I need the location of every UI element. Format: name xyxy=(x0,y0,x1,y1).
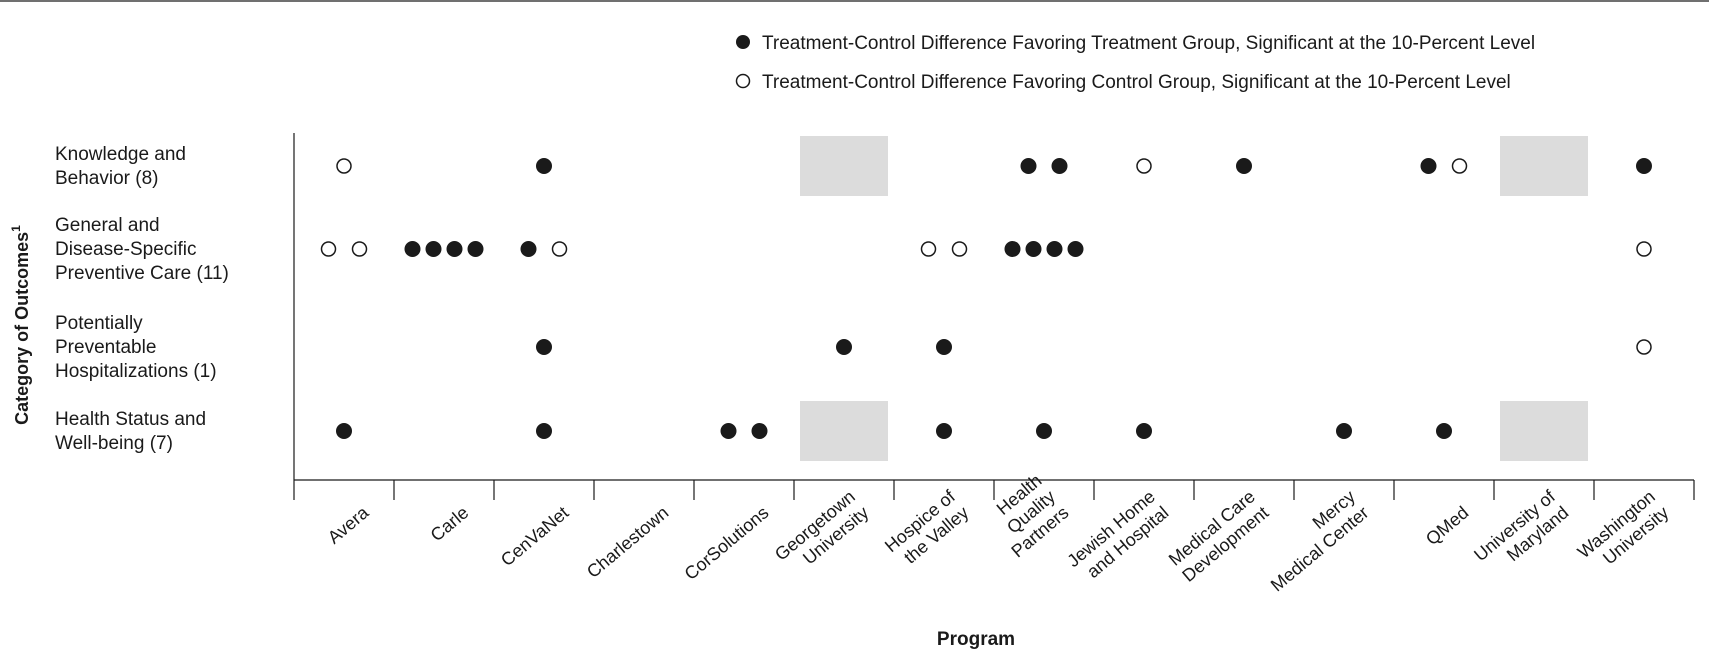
x-tick-label-line: Avera xyxy=(324,502,373,548)
x-tick-label: CenVaNet xyxy=(497,502,572,570)
row-label-line: General and xyxy=(55,215,160,236)
x-tick-label-line: QMed xyxy=(1422,502,1472,549)
marker-filled xyxy=(751,423,768,439)
marker-filled xyxy=(1004,241,1021,257)
x-tick-label-line: Carle xyxy=(427,502,473,545)
not-applicable-boxes xyxy=(800,136,1588,461)
row-label-line: Well-being (7) xyxy=(55,433,173,454)
marker-filled xyxy=(1420,158,1437,174)
markers xyxy=(320,158,1652,439)
axes xyxy=(293,133,1694,481)
row-label-line: Preventive Care (11) xyxy=(55,263,229,284)
x-tick-label: Avera xyxy=(324,502,373,548)
marker-open xyxy=(320,241,337,257)
row-labels: Knowledge and Behavior (8) General and Dise… xyxy=(55,144,229,454)
marker-filled xyxy=(1636,158,1652,174)
marker-filled xyxy=(1136,423,1152,439)
legend-filled-label: Treatment-Control Difference Favoring Tr… xyxy=(762,33,1535,54)
row-label-line: Potentially xyxy=(55,313,143,334)
legend-open-marker xyxy=(735,73,751,89)
marker-open xyxy=(551,241,568,257)
x-tick-labels: Avera Carle CenVaNet Charlestown CorSolution… xyxy=(324,470,1673,595)
marker-filled xyxy=(1436,423,1452,439)
not-applicable-box xyxy=(1500,136,1588,196)
row-label-line: Disease-Specific xyxy=(55,239,197,260)
x-tick-label-line: CenVaNet xyxy=(497,502,572,570)
y-axis-title: Category of Outcomes1 xyxy=(9,225,32,425)
legend-open-label: Treatment-Control Difference Favoring Co… xyxy=(762,72,1511,93)
not-applicable-box xyxy=(1500,401,1588,461)
x-tick-label: Carle xyxy=(427,502,473,545)
y-axis-title-main: Category of Outcomes xyxy=(12,232,32,425)
x-tick-label-line: Charlestown xyxy=(583,502,672,582)
not-applicable-box xyxy=(800,401,888,461)
marker-filled xyxy=(1051,158,1068,174)
marker-open xyxy=(336,158,352,174)
x-tick-label: CorSolutions xyxy=(681,502,773,584)
marker-filled xyxy=(1020,158,1037,174)
marker-filled xyxy=(446,241,463,257)
marker-filled xyxy=(1025,241,1042,257)
row-label-line: Hospitalizations (1) xyxy=(55,361,217,382)
marker-filled xyxy=(1236,158,1252,174)
marker-filled xyxy=(520,241,537,257)
marker-open xyxy=(920,241,937,257)
x-ticks xyxy=(293,480,1695,500)
marker-filled xyxy=(425,241,442,257)
x-tick-label: Charlestown xyxy=(583,502,672,582)
row-label-line: Health Status and xyxy=(55,409,206,430)
marker-filled xyxy=(336,423,352,439)
marker-open xyxy=(1136,158,1152,174)
y-axis-title-text: Category of Outcomes1 xyxy=(9,225,32,425)
marker-filled xyxy=(536,423,552,439)
marker-filled xyxy=(1036,423,1052,439)
legend-filled-marker xyxy=(736,35,750,49)
y-axis-title-superscript: 1 xyxy=(9,225,23,232)
marker-filled xyxy=(936,339,952,355)
not-applicable-box xyxy=(800,136,888,196)
marker-open xyxy=(1636,241,1652,257)
x-tick-label-line: CorSolutions xyxy=(681,502,773,584)
marker-filled xyxy=(936,423,952,439)
marker-filled xyxy=(404,241,421,257)
marker-filled xyxy=(836,339,852,355)
legend: Treatment-Control Difference Favoring Tr… xyxy=(735,33,1535,93)
x-axis-title: Program xyxy=(937,629,1015,650)
marker-filled xyxy=(720,423,737,439)
row-label-line: Knowledge and xyxy=(55,144,186,165)
marker-filled xyxy=(467,241,484,257)
marker-open xyxy=(351,241,368,257)
marker-open xyxy=(1636,339,1652,355)
marker-open xyxy=(1451,158,1468,174)
marker-filled xyxy=(1067,241,1084,257)
marker-open xyxy=(951,241,968,257)
marker-filled xyxy=(1046,241,1063,257)
x-tick-label: QMed xyxy=(1422,502,1472,549)
marker-filled xyxy=(1336,423,1352,439)
marker-filled xyxy=(536,339,552,355)
row-label-line: Preventable xyxy=(55,337,156,358)
marker-filled xyxy=(536,158,552,174)
row-label-line: Behavior (8) xyxy=(55,168,159,189)
